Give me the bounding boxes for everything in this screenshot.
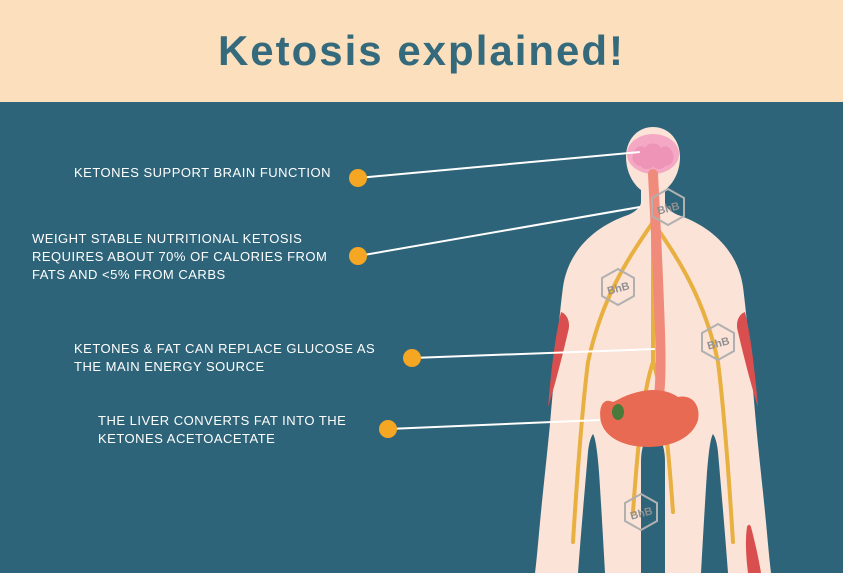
callout-text-1: WEIGHT STABLE NUTRITIONAL KETOSIS REQUIR… <box>32 230 342 285</box>
callout-dot-3 <box>379 420 397 438</box>
callout-text-3: THE LIVER CONVERTS FAT INTO THE KETONES … <box>98 412 378 448</box>
callout-dot-0 <box>349 169 367 187</box>
header: Ketosis explained! <box>0 0 843 102</box>
brain-icon <box>627 134 679 174</box>
callout-dot-1 <box>349 247 367 265</box>
page-title: Ketosis explained! <box>218 27 625 75</box>
main-diagram: BhB BhB BhB BhB KETONES SUPPORT BRAIN FU… <box>0 102 843 573</box>
callout-dot-2 <box>403 349 421 367</box>
callout-text-0: KETONES SUPPORT BRAIN FUNCTION <box>74 164 354 182</box>
human-body-illustration: BhB BhB BhB BhB <box>493 112 813 573</box>
callout-text-2: KETONES & FAT CAN REPLACE GLUCOSE AS THE… <box>74 340 394 376</box>
